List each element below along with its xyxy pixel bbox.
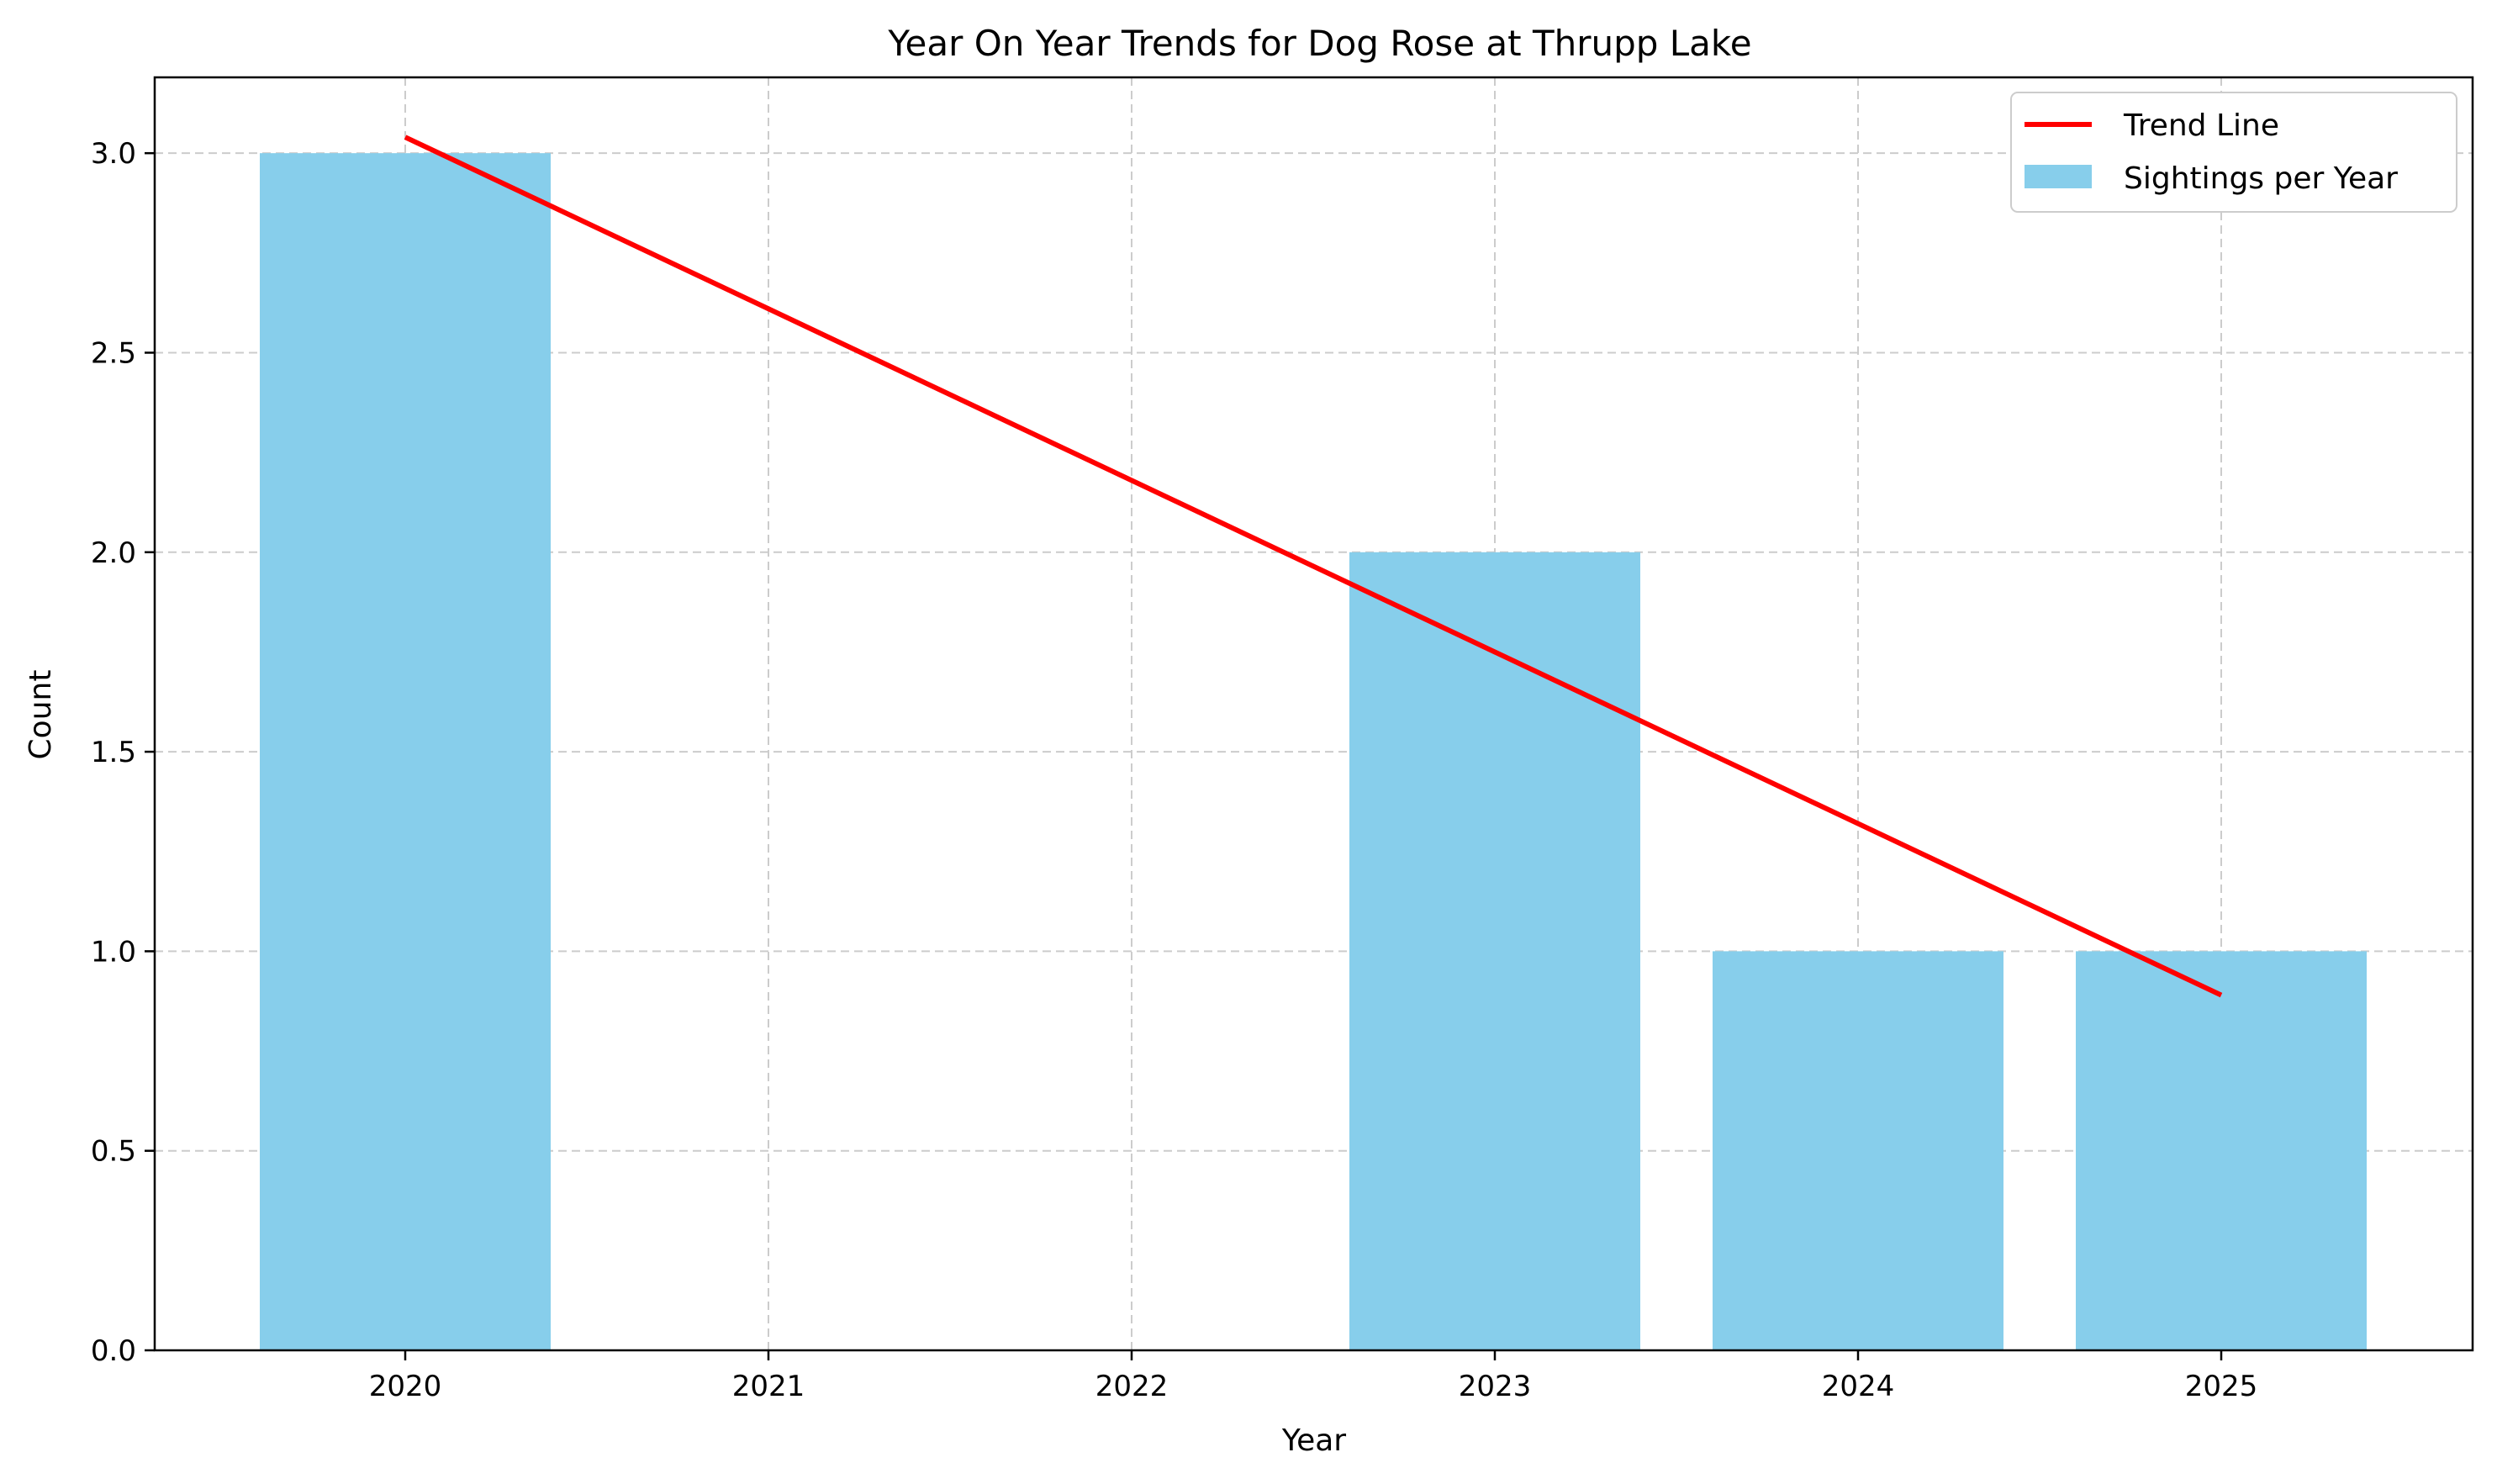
bar-2023 [1349,552,1640,1350]
legend-trend-line-label: Trend Line [2123,108,2279,143]
x-tick-label: 2023 [1459,1370,1532,1403]
x-tick-label: 2024 [1822,1370,1895,1403]
bar-2024 [1713,951,2003,1350]
y-tick-label: 0.5 [91,1135,136,1169]
x-tick-label: 2022 [1095,1370,1169,1403]
y-tick-label: 1.5 [91,736,136,769]
y-axis-ticks: 0.0 0.5 1.0 1.5 2.0 2.5 3.0 [91,137,155,1368]
legend-sightings-label: Sightings per Year [2124,161,2398,196]
chart-title: Year On Year Trends for Dog Rose at Thru… [887,23,1751,64]
x-tick-label: 2021 [732,1370,805,1403]
x-tick-label: 2020 [369,1370,442,1403]
trend-line-group [404,135,2223,998]
bars [260,153,2367,1351]
x-tick-label: 2025 [2185,1370,2258,1403]
legend: Trend Line Sightings per Year [2010,92,2457,213]
legend-sightings-swatch [2025,165,2092,188]
legend-box [2010,92,2457,213]
y-tick-label: 3.0 [91,137,136,171]
y-tick-label: 2.5 [91,336,136,370]
trend-line [404,135,2223,998]
y-tick-label: 2.0 [91,536,136,570]
y-tick-label: 1.0 [91,935,136,969]
y-tick-label: 0.0 [91,1334,136,1368]
plot-area-frame [153,76,2474,1352]
bar-2025 [2076,951,2367,1350]
y-axis-label: Count [24,670,58,760]
x-axis-label: Year [1281,1423,1346,1458]
bar-2020 [260,153,551,1351]
x-axis-ticks: 2020 2021 2022 2023 2024 2025 [369,1350,2258,1403]
